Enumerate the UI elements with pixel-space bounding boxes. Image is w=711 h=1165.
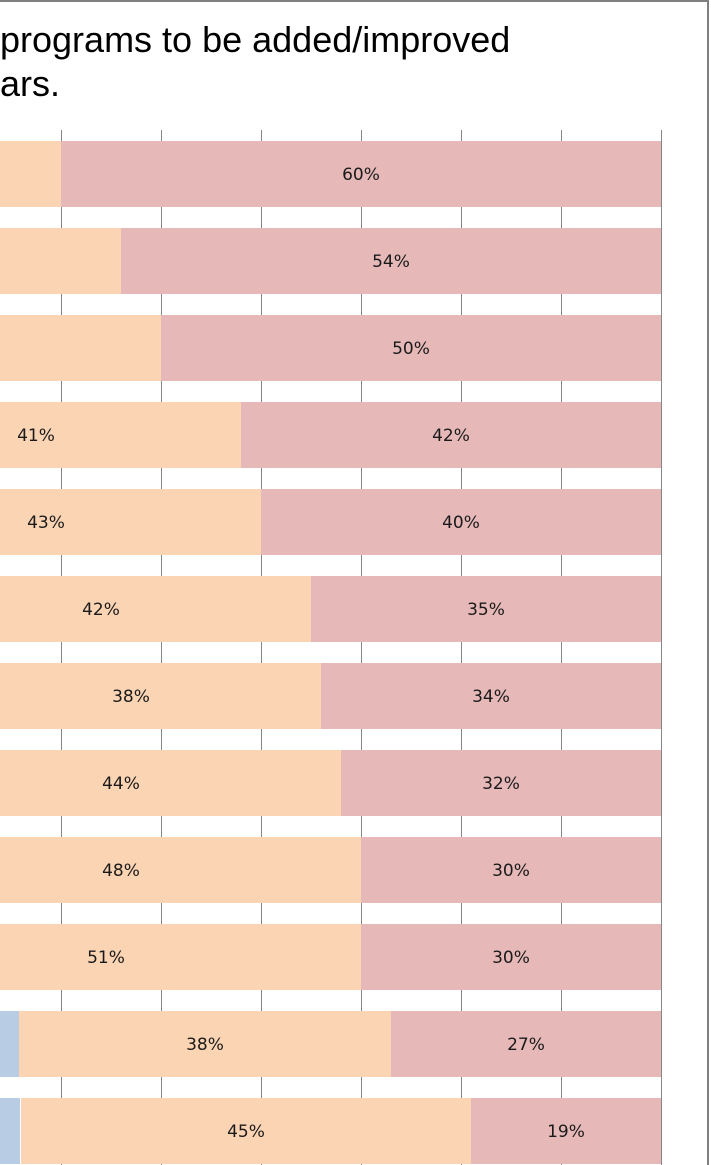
chart-title: programs to be added/improved ars.: [0, 18, 510, 106]
bar-segment-orange: [0, 750, 341, 816]
data-label-red: 54%: [372, 252, 410, 272]
bar-segment-red: [311, 576, 661, 642]
bar-segment-red: [361, 837, 661, 903]
data-label-red: 27%: [507, 1035, 545, 1055]
bar-segment-orange: [0, 576, 311, 642]
data-label-orange: 38%: [112, 687, 150, 707]
data-label-orange: 38%: [186, 1035, 224, 1055]
data-label-red: 42%: [432, 426, 470, 446]
data-label-red: 19%: [547, 1122, 585, 1142]
title-line-2: ars.: [0, 63, 61, 104]
bar-segment-red: [161, 315, 661, 381]
data-label-red: 60%: [342, 165, 380, 185]
data-label-red: 50%: [392, 339, 430, 359]
data-label-orange: 45%: [227, 1122, 265, 1142]
bar-segment-red: [241, 402, 661, 468]
data-label-red: 34%: [472, 687, 510, 707]
bar-segment-orange: [0, 315, 161, 381]
data-label-orange: 43%: [27, 513, 65, 533]
data-label-orange: 48%: [102, 861, 140, 881]
title-line-1: programs to be added/improved: [0, 19, 511, 60]
bar-segment-orange: [19, 1011, 391, 1077]
bar-segment-red: [121, 228, 661, 294]
bar-segment-orange: [0, 837, 361, 903]
bar-segment-orange: [0, 924, 361, 990]
bar-segment-red: [361, 924, 661, 990]
bars: 60% 54% 50% 42% 41% 40% 43% 35% 42% 34% 38% 32% 44% 3…: [0, 141, 661, 1164]
bar-segment-orange: [0, 489, 261, 555]
bar-segment-orange: [21, 1098, 471, 1164]
bar-segment-orange: [0, 228, 121, 294]
data-label-red: 40%: [442, 513, 480, 533]
data-label-orange: 51%: [87, 948, 125, 968]
data-label-orange: 44%: [102, 774, 140, 794]
data-label-red: 30%: [492, 948, 530, 968]
bar-segment-orange: [0, 402, 241, 468]
bar-segment-orange: [0, 663, 321, 729]
data-label-red: 35%: [467, 600, 505, 620]
bar-segment-red: [321, 663, 661, 729]
bar-segment-red: [391, 1011, 661, 1077]
bar-segment-blue: [0, 1011, 19, 1077]
data-label-red: 32%: [482, 774, 520, 794]
gridlines: [61, 130, 662, 1165]
bar-segment-red: [471, 1098, 661, 1164]
data-label-red: 30%: [492, 861, 530, 881]
data-label-orange: 42%: [82, 600, 120, 620]
bar-segment-orange: [0, 141, 61, 207]
bar-segment-blue: [0, 1098, 20, 1164]
bar-segment-red: [341, 750, 661, 816]
data-label-orange: 41%: [17, 426, 55, 446]
bar-segment-red: [61, 141, 661, 207]
bar-segment-red: [261, 489, 661, 555]
